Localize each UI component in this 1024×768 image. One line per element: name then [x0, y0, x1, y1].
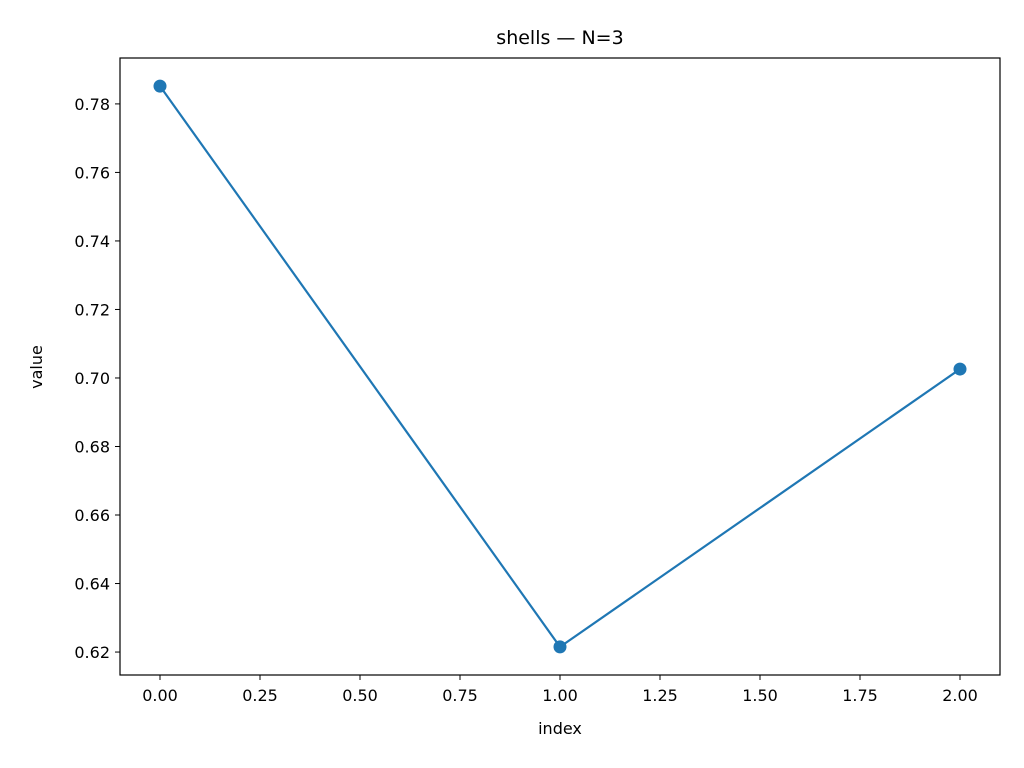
chart-title: shells — N=3	[496, 27, 623, 49]
y-tick-label: 0.70	[74, 369, 110, 388]
data-point	[553, 640, 567, 654]
x-tick-label: 1.00	[542, 686, 578, 705]
y-axis-label: value	[27, 345, 46, 389]
plot-frame	[119, 57, 1001, 676]
y-tick-label: 0.68	[74, 437, 110, 456]
data-point	[953, 362, 967, 376]
y-tick-label: 0.72	[74, 300, 110, 319]
x-axis-label: index	[538, 719, 582, 738]
y-tick-label: 0.76	[74, 163, 110, 182]
x-tick-label: 0.00	[142, 686, 178, 705]
y-tick-label: 0.78	[74, 95, 110, 114]
x-tick-label: 1.75	[842, 686, 878, 705]
data-point	[153, 79, 167, 93]
x-tick-label: 2.00	[942, 686, 978, 705]
x-tick-label: 0.25	[242, 686, 278, 705]
x-tick-label: 1.25	[642, 686, 678, 705]
y-tick-label: 0.64	[74, 575, 110, 594]
y-tick-label: 0.66	[74, 506, 110, 525]
x-tick-label: 0.50	[342, 686, 378, 705]
x-tick-label: 1.50	[742, 686, 778, 705]
x-tick-label: 0.75	[442, 686, 478, 705]
plot-area: 0.00 0.25 0.50 0.75 1.00 1.25 1.50 1.75 2.00 0.62…	[74, 57, 1001, 705]
y-tick-label: 0.74	[74, 232, 110, 251]
y-tick-label: 0.62	[74, 643, 110, 662]
